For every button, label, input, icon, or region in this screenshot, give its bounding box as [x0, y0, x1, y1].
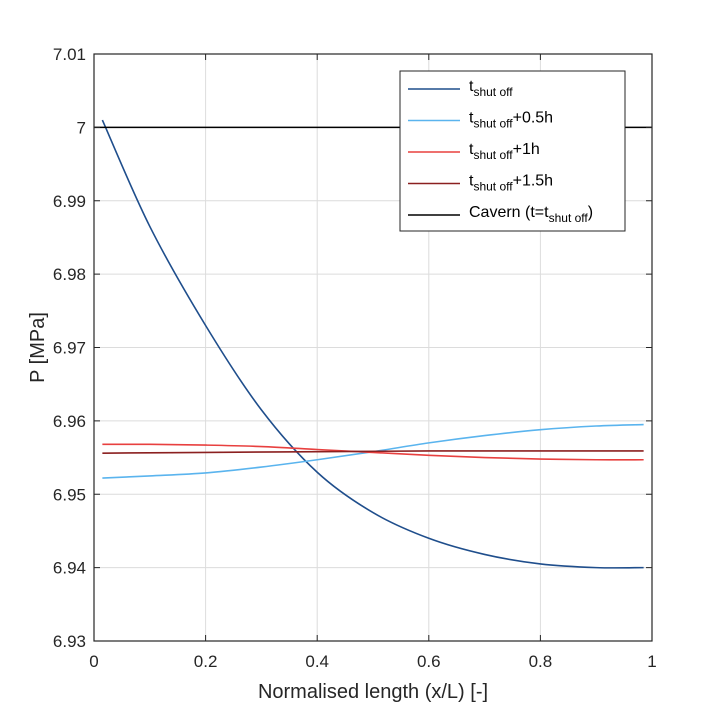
y-tick-label: 6.99 — [53, 192, 86, 211]
x-tick-label: 1 — [647, 652, 656, 671]
y-tick-label: 7.01 — [53, 45, 86, 64]
legend-entry: tshut off+1h — [469, 141, 540, 162]
legend-entry: Cavern (t=tshut off) — [469, 204, 593, 225]
y-tick-label: 7 — [77, 118, 86, 137]
series-line-t-shut-off — [101, 119, 644, 569]
legend-entry: tshut off — [469, 78, 513, 99]
x-axis-label: Normalised length (x/L) [-] — [258, 681, 488, 703]
y-tick-label: 6.93 — [53, 632, 86, 651]
x-tick-label: 0.2 — [194, 652, 218, 671]
x-tick-label: 0.8 — [529, 652, 553, 671]
x-tick-label: 0.6 — [417, 652, 441, 671]
x-tick-label: 0.4 — [305, 652, 329, 671]
legend-box — [399, 70, 626, 232]
legend: tshut off tshut off+0.5h tshut off+1h tshut… — [399, 70, 626, 232]
legend-entry: tshut off+1.5h — [469, 173, 553, 194]
y-tick-label: 6.98 — [53, 265, 86, 284]
series-line-t-shut-off-1h — [102, 443, 644, 461]
y-tick-label: 6.96 — [53, 412, 86, 431]
axis-ticks: 0 0.2 0.4 0.6 0.8 1 6.93 6.94 6.95 6.96 6.97 6.98 6.… — [53, 45, 657, 671]
x-tick-label: 0 — [89, 652, 98, 671]
series-line-t-shut-off-1-5h — [102, 450, 644, 454]
y-tick-label: 6.94 — [53, 559, 86, 578]
y-tick-label: 6.95 — [53, 485, 86, 504]
y-tick-label: 6.97 — [53, 339, 86, 358]
y-axis-label: P [MPa] — [27, 312, 49, 383]
legend-entry: tshut off+0.5h — [469, 110, 553, 131]
